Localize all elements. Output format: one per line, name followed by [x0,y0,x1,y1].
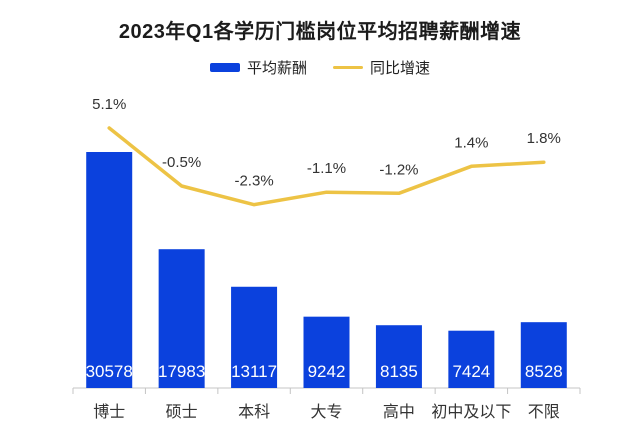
growth-point-label: 5.1% [92,96,126,113]
growth-point-label: -2.3% [234,173,273,190]
bar-不限 [520,322,567,388]
bar-value-label: 8135 [380,362,418,381]
bar-本科 [231,286,278,388]
chart-title: 2023年Q1各学历门槛岗位平均招聘薪酬增速 [118,21,522,43]
bar-value-label: 13117 [231,362,277,381]
growth-point-label: -0.5% [162,154,201,171]
chart-canvas: 30578 17983 13117 9242 8135 7424 8528 博士 硕士 本科 大专 高… [72,96,581,421]
plot-area: 30578 17983 13117 9242 8135 7424 8528 博士 硕士 本科 大专 高… [0,85,640,439]
bar-初中及以下 [448,330,495,388]
bar-value-label: 9242 [308,362,346,381]
bar-value-label: 8528 [525,362,563,381]
category-label: 本科 [238,403,270,421]
legend-item-yoy-growth: 同比增速 [333,57,430,78]
legend-item-average-salary: 平均薪酬 [209,57,307,78]
bar-大专 [303,316,350,388]
bar-硕士 [158,249,205,388]
category-label: 博士 [93,403,125,421]
growth-point-label: -1.1% [307,160,346,177]
category-label: 初中及以下 [431,403,511,421]
bar-高中 [375,325,422,388]
bar-博士 [86,152,133,388]
growth-point-label: 1.4% [454,134,488,151]
bar-series-swatch-icon [209,63,240,72]
legend-label-average-salary: 平均薪酬 [246,60,307,77]
bar-value-label: 30578 [86,362,133,381]
line-series-swatch-icon [333,65,363,70]
category-label: 高中 [383,403,415,421]
growth-point-label: -1.2% [379,161,418,178]
bar-value-label: 17983 [158,362,205,381]
legend: 平均薪酬 同比增速 [0,57,640,78]
bar-value-label: 7424 [452,362,490,381]
growth-line [107,126,546,207]
growth-point-label: 1.8% [527,130,561,147]
category-label: 不限 [528,403,560,421]
category-label: 硕士 [166,403,198,421]
legend-label-yoy-growth: 同比增速 [370,60,431,77]
category-label: 大专 [310,403,342,421]
